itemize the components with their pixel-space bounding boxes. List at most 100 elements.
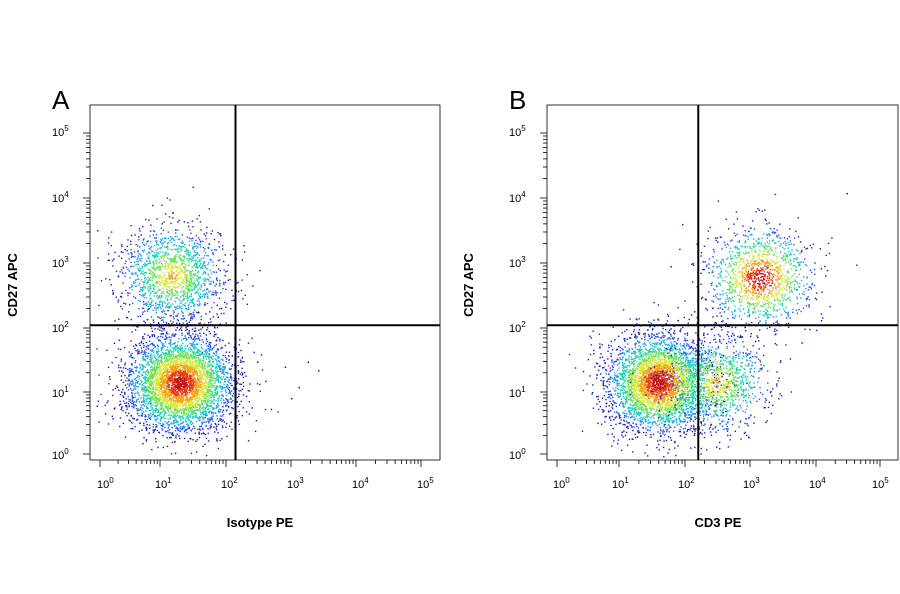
panel-a-event-dot — [161, 378, 163, 381]
panel-a-event-dot — [206, 327, 209, 329]
panel-a-event-dot — [175, 393, 177, 395]
panel-a-event-dot — [259, 269, 261, 272]
panel-a-event-dot — [181, 375, 183, 377]
panel-a-event-dot — [221, 378, 223, 381]
panel-a-event-dot — [164, 394, 166, 396]
panel-a-event-dot — [185, 395, 187, 397]
panel-a-event-dot — [187, 288, 190, 290]
panel-a-event-dot — [208, 421, 210, 424]
panel-a-event-dot — [218, 297, 221, 300]
panel-a-event-dot — [237, 372, 239, 374]
panel-a-event-dot — [118, 255, 120, 257]
panel-a-event-dot — [177, 360, 179, 363]
panel-a-event-dot — [154, 375, 156, 377]
panel-a-event-dot — [188, 334, 191, 336]
panel-a-event-dot — [132, 396, 135, 399]
panel-a-event-dot — [194, 283, 196, 286]
panel-a-event-dot — [157, 381, 160, 383]
panel-a-event-dot — [131, 289, 133, 291]
panel-a-event-dot — [189, 353, 192, 355]
panel-a-event-dot — [206, 341, 208, 343]
panel-a-event-dot — [155, 368, 158, 370]
panel-a-event-dot — [201, 377, 203, 379]
panel-a-event-dot — [186, 366, 189, 369]
panel-a-event-dot — [201, 407, 203, 409]
panel-a-event-dot — [183, 411, 185, 413]
panel-a-event-dot — [184, 428, 187, 431]
panel-a-event-dot — [220, 307, 223, 310]
panel-a-event-dot — [187, 359, 190, 362]
panel-a-event-dot — [187, 385, 189, 387]
panel-a-event-dot — [128, 384, 131, 386]
panel-a-event-dot — [177, 424, 180, 426]
panel-a-event-dot — [161, 373, 163, 375]
panel-a-event-dot — [168, 397, 170, 399]
panel-a-event-dot — [136, 400, 138, 402]
panel-a-event-dot — [185, 280, 187, 283]
panel-a-event-dot — [175, 400, 178, 402]
panel-a-event-dot — [237, 420, 240, 422]
panel-a-event-dot — [132, 417, 134, 419]
panel-a-event-dot — [230, 384, 232, 387]
panel-a-event-dot — [135, 379, 137, 382]
panel-a-event-dot — [193, 386, 195, 388]
panel-a-event-dot — [185, 308, 188, 310]
panel-a-event-dot — [157, 446, 159, 449]
panel-a-event-dot — [138, 278, 140, 280]
panel-a-event-dot — [187, 284, 190, 287]
panel-a-event-dot — [180, 354, 182, 357]
panel-a-event-dot — [191, 343, 193, 345]
panel-a-event-dot — [199, 398, 201, 401]
panel-a-event-dot — [122, 367, 125, 369]
panel-a-event-dot — [162, 398, 164, 401]
panel-a-event-dot — [151, 414, 153, 416]
panel-a-event-dot — [229, 368, 232, 371]
panel-a-event-dot — [191, 396, 194, 398]
panel-a-event-dot — [167, 295, 170, 297]
panel-a-event-dot — [133, 255, 135, 258]
panel-a-event-dot — [217, 371, 219, 373]
panel-a-event-dot — [130, 354, 132, 356]
panel-a-event-dot — [162, 368, 165, 370]
panel-a-event-dot — [148, 270, 151, 272]
panel-a-event-dot — [189, 299, 192, 301]
panel-a-event-dot — [159, 393, 161, 395]
panel-a-event-dot — [145, 379, 147, 381]
panel-a-event-dot — [216, 404, 219, 406]
panel-a-event-dot — [192, 277, 194, 279]
panel-a-event-dot — [154, 362, 157, 364]
panel-a-event-dot — [157, 415, 159, 417]
panel-a-event-dot — [197, 356, 200, 359]
panel-a-event-dot — [137, 380, 139, 383]
panel-a-event-dot — [198, 393, 201, 396]
panel-a-event-dot — [180, 372, 182, 374]
panel-a-event-dot — [173, 349, 175, 352]
panel-a-event-dot — [216, 304, 218, 306]
panel-a-event-dot — [194, 377, 196, 379]
panel-a-event-dot — [119, 403, 122, 405]
panel-a-event-dot — [157, 298, 159, 300]
panel-a-event-dot — [173, 395, 175, 397]
panel-a-event-dot — [167, 384, 170, 386]
panel-a-event-dot — [190, 382, 192, 384]
panel-a-event-dot — [217, 336, 219, 339]
panel-a-event-dot — [175, 392, 177, 394]
panel-a-event-dot — [205, 313, 207, 315]
panel-a-event-dot — [178, 405, 181, 407]
panel-a-event-dot — [184, 365, 186, 368]
panel-a-event-dot — [179, 257, 182, 260]
panel-a-event-dot — [177, 357, 180, 359]
panel-a-event-dot — [191, 266, 193, 268]
panel-a-event-dot — [124, 364, 126, 366]
panel-a-event-dot — [167, 394, 169, 397]
panel-a-event-dot — [156, 404, 158, 407]
panel-a-event-dot — [206, 226, 208, 229]
panel-a-event-dot — [175, 395, 177, 397]
panel-a-event-dot — [184, 419, 187, 422]
panel-a-event-dot — [165, 402, 167, 405]
panel-a-event-dot — [191, 260, 193, 263]
panel-a-event-dot — [214, 285, 216, 287]
panel-a-event-dot — [144, 359, 146, 361]
panel-a-event-dot — [131, 389, 133, 392]
panel-a-event-dot — [176, 297, 178, 299]
